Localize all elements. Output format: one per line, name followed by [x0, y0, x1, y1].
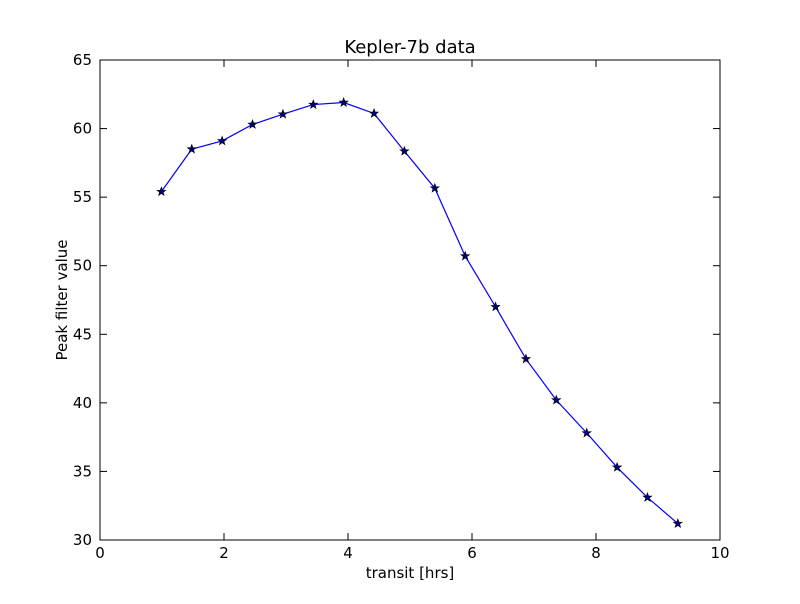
y-tick-label: 30 — [73, 531, 92, 549]
plot-frame — [99, 59, 721, 541]
data-point-marker — [490, 301, 501, 312]
data-point-marker — [338, 97, 349, 107]
series-line — [160, 101, 679, 524]
data-point-marker — [642, 492, 653, 502]
data-point-marker — [581, 427, 592, 438]
data-point-marker — [368, 108, 380, 118]
data-point-marker — [551, 394, 562, 405]
x-tick-label: 10 — [710, 544, 729, 562]
y-tick-label: 45 — [73, 325, 92, 343]
plot-area: 0 2 4 6 8 10 30 35 40 45 50 55 60 65 — [73, 51, 730, 562]
data-point-marker — [156, 186, 167, 197]
y-tick-label: 50 — [73, 257, 92, 275]
x-axis-label: transit [hrs] — [366, 564, 455, 582]
y-tick-label: 40 — [73, 394, 92, 412]
y-axis-label: Peak filter value — [53, 239, 71, 360]
x-tick-label: 6 — [467, 544, 477, 562]
y-tick-label: 35 — [73, 462, 92, 480]
data-point-marker — [216, 135, 228, 146]
data-point-marker — [429, 182, 440, 193]
x-tick-label: 0 — [95, 544, 105, 562]
data-point-marker — [277, 108, 289, 119]
chart-title: Kepler-7b data — [344, 37, 475, 58]
data-point-marker — [520, 353, 532, 364]
y-tick-label: 55 — [73, 188, 92, 206]
data-point-marker — [186, 143, 197, 154]
x-tick-label: 8 — [591, 544, 601, 562]
data-point-marker — [308, 99, 319, 109]
data-point-marker — [672, 518, 684, 528]
x-tick-label: 4 — [343, 544, 353, 562]
y-tick-label: 60 — [73, 120, 92, 138]
data-point-marker — [611, 461, 623, 472]
x-tick-label: 2 — [219, 544, 229, 562]
data-point-marker — [247, 118, 258, 129]
data-point-marker — [459, 250, 471, 261]
data-point-marker — [399, 145, 410, 156]
y-tick-label: 65 — [73, 51, 92, 69]
